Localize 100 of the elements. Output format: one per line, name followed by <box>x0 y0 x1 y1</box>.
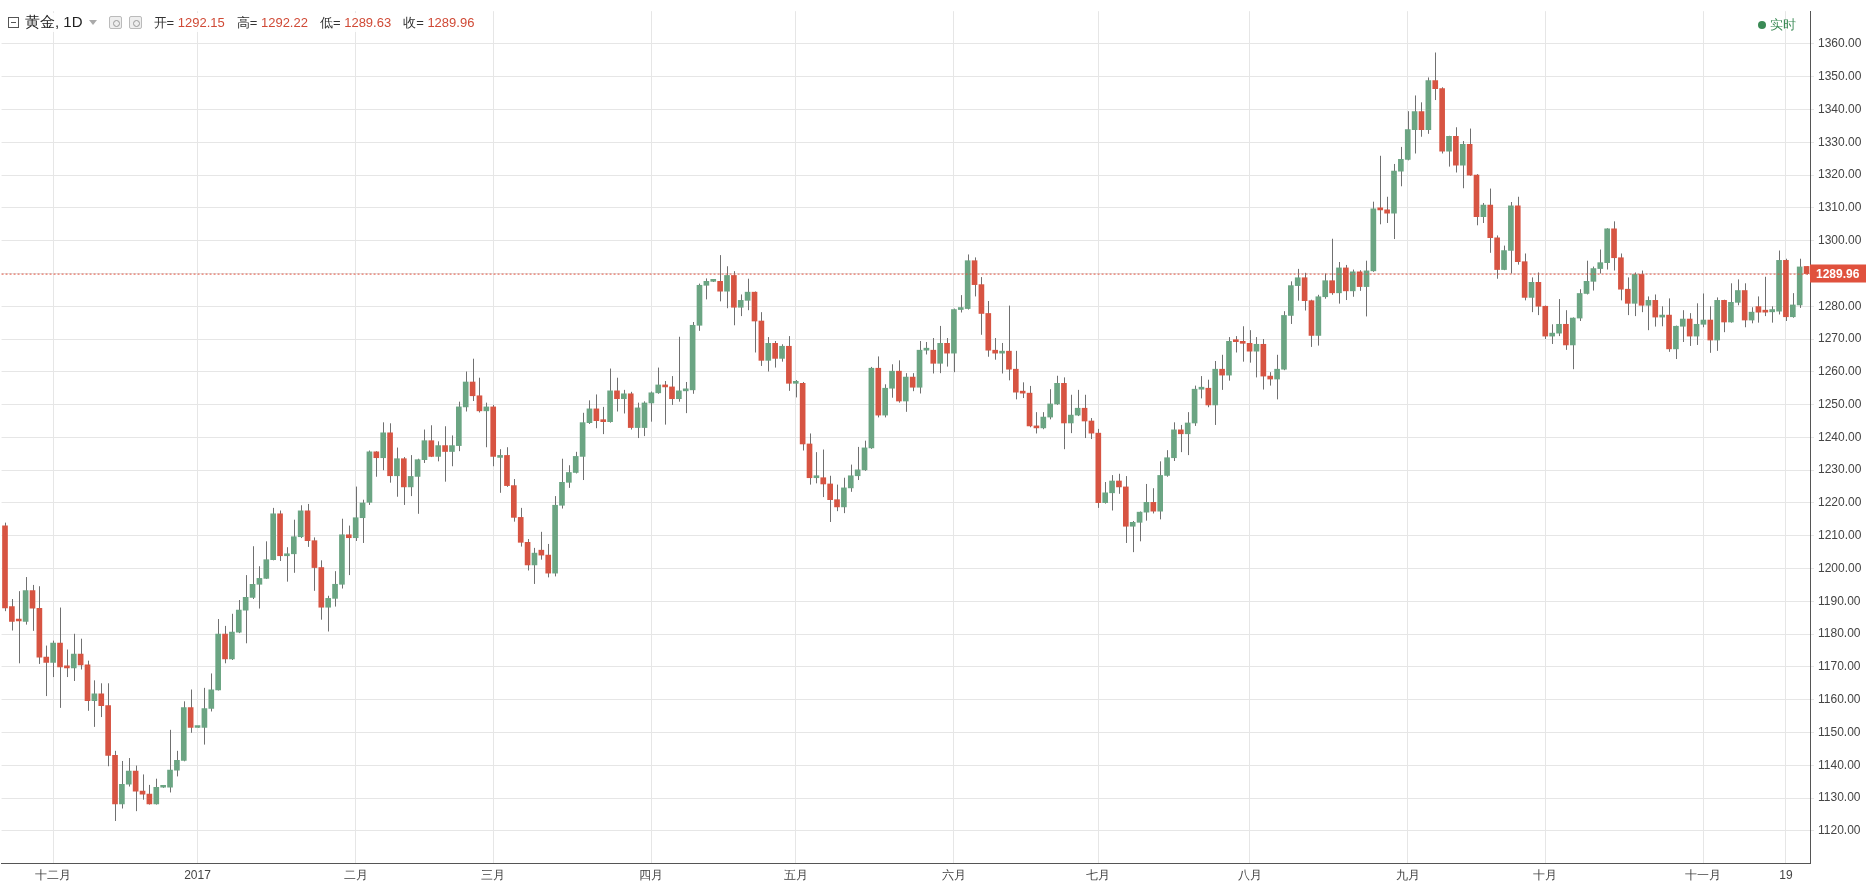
candlestick <box>621 389 627 414</box>
x-tick-label: 十一月 <box>1685 868 1722 883</box>
candlestick <box>930 337 937 374</box>
candlestick <box>345 525 352 576</box>
candlestick <box>1446 135 1452 168</box>
candlestick <box>249 545 256 600</box>
x-tick-label: 十二月 <box>35 868 72 883</box>
candlestick <box>1219 354 1225 391</box>
candlestick <box>765 336 772 372</box>
candlestick <box>1150 487 1157 514</box>
candlestick <box>1707 305 1714 354</box>
y-tick-label: 1120.00 <box>1818 823 1861 838</box>
candlestick <box>1418 101 1425 138</box>
candlestick <box>442 425 448 483</box>
y-tick-label: 1210.00 <box>1818 528 1862 543</box>
candlestick <box>497 448 503 494</box>
y-tick-label: 1320.00 <box>1818 167 1862 182</box>
candlestick <box>50 640 56 678</box>
candlestick <box>545 543 552 578</box>
candlestick <box>1459 140 1466 189</box>
chart-title: 黄金, 1D <box>25 13 83 32</box>
x-tick-label: 九月 <box>1395 868 1420 883</box>
candlestick <box>43 645 50 697</box>
candlestick <box>614 377 620 412</box>
y-tick-label: 1180.00 <box>1818 626 1861 641</box>
y-tick-label: 1140.00 <box>1818 757 1861 772</box>
y-tick-label: 1330.00 <box>1818 134 1862 149</box>
annotation: 实时 <box>1770 16 1796 34</box>
candlestick <box>373 450 380 478</box>
candlestick <box>1563 309 1569 351</box>
candlestick <box>1054 375 1060 406</box>
candlestick <box>435 440 442 462</box>
candlestick <box>937 325 943 374</box>
candlestick <box>813 451 820 484</box>
x-tick-label: 三月 <box>481 868 506 883</box>
y-tick-label: 1240.00 <box>1818 429 1862 444</box>
candlestick <box>772 340 778 369</box>
candlestick <box>820 449 827 498</box>
x-tick-label: 五月 <box>783 868 808 883</box>
candlestick <box>1721 299 1727 333</box>
candlestick <box>187 689 194 734</box>
y-tick-label: 1220.00 <box>1818 495 1862 510</box>
candlestick <box>669 375 675 406</box>
y-tick-label: 1300.00 <box>1818 233 1862 247</box>
y-tick-label: 1150.00 <box>1818 724 1861 739</box>
candlestick <box>676 336 682 403</box>
candlestick <box>1549 323 1555 345</box>
candlestick <box>70 633 77 682</box>
y-tick-label: 1230.00 <box>1818 462 1862 477</box>
candlestick <box>1047 388 1054 420</box>
candlestick <box>1116 473 1122 495</box>
x-tick-label: 四月 <box>639 868 664 883</box>
candlestick <box>944 337 950 368</box>
y-tick-label: 1190.00 <box>1818 593 1861 608</box>
candlestick <box>909 372 916 392</box>
candlestick <box>91 679 98 728</box>
candlestick <box>1349 269 1356 298</box>
candlestick <box>1789 292 1796 319</box>
x-tick-label: 十月 <box>1533 868 1558 883</box>
y-tick-label: 1350.00 <box>1818 69 1862 84</box>
candlestick <box>421 429 428 464</box>
y-tick-label: 1160.00 <box>1818 691 1861 706</box>
x-tick-label: 八月 <box>1237 868 1262 883</box>
candlestick <box>1184 411 1191 456</box>
y-tick-label: 1270.00 <box>1818 331 1862 346</box>
y-tick-label: 1260.00 <box>1818 364 1862 379</box>
candlestick <box>1528 276 1535 313</box>
candlestick <box>1652 293 1659 328</box>
y-tick-label: 1200.00 <box>1818 560 1862 575</box>
x-tick-label: 二月 <box>343 868 368 883</box>
y-tick-label: 1130.00 <box>1818 790 1861 805</box>
x-tick-label: 七月 <box>1086 868 1111 883</box>
y-tick-label: 1280.00 <box>1818 298 1862 313</box>
candlestick <box>1556 298 1562 337</box>
candlestick <box>1645 295 1652 331</box>
candlestick <box>1198 375 1205 399</box>
y-tick-label: 1170.00 <box>1818 659 1861 674</box>
annotation: 低= 1289.63 <box>319 13 392 32</box>
ref-line-label: 1289.96 <box>1816 266 1860 281</box>
candlestick <box>1178 424 1184 453</box>
y-tick-label: 1360.00 <box>1818 36 1862 51</box>
candlestick <box>1253 336 1260 378</box>
x-tick-label: 19 <box>1779 868 1793 883</box>
candlestick <box>29 584 36 632</box>
candlestick <box>476 377 483 413</box>
y-tick-label: 1340.00 <box>1818 101 1862 116</box>
annotation: 高= 1292.22 <box>236 13 308 32</box>
candlestick <box>724 265 730 309</box>
x-tick-label: 2017 <box>184 868 212 883</box>
candlestick <box>1067 394 1074 434</box>
x-tick-label: 六月 <box>941 868 966 883</box>
annotation: 收= 1289.96 <box>403 13 475 32</box>
candlestick <box>394 447 400 498</box>
y-tick-label: 1250.00 <box>1818 396 1862 411</box>
candlestick <box>428 424 435 458</box>
y-tick-label: 1310.00 <box>1818 200 1862 215</box>
candlestick <box>1583 260 1590 295</box>
annotation: 开= 1292.15 <box>153 13 225 32</box>
candlestick <box>841 477 847 514</box>
candlestick <box>1074 389 1081 417</box>
